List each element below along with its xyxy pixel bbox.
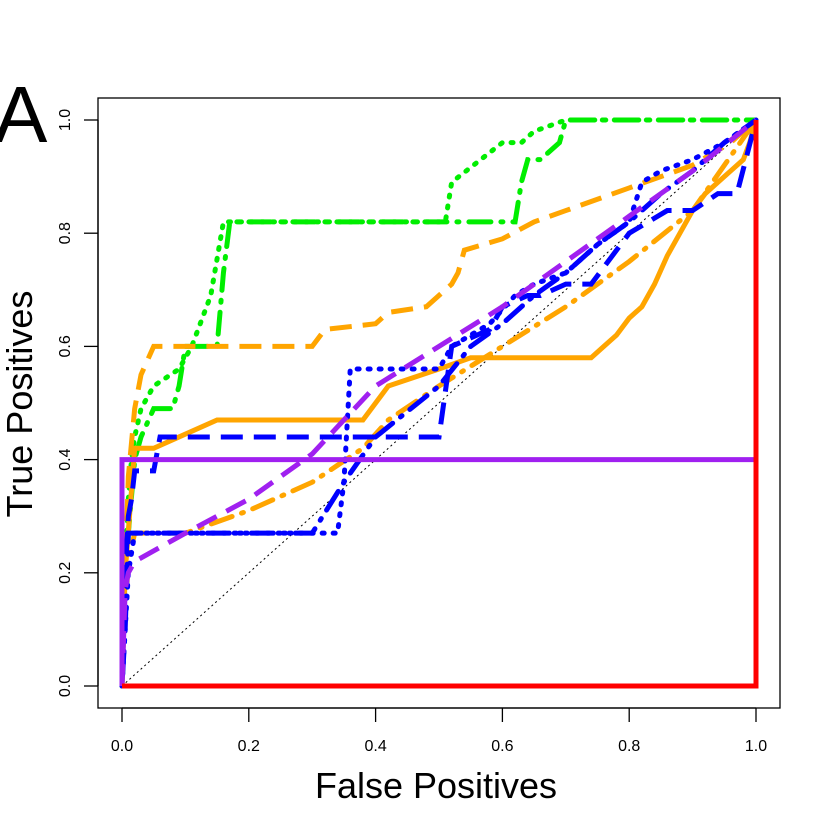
x-tick-label: 1.0 (745, 738, 767, 755)
series-line-7 (119, 117, 759, 689)
y-tick-label: 0.2 (57, 562, 74, 584)
y-tick-label: 0.6 (57, 335, 74, 357)
reference-diagonal-line (121, 119, 757, 687)
x-tick-label: 0.8 (618, 738, 640, 755)
series-line-11 (122, 120, 759, 689)
series-line-9 (119, 120, 759, 686)
series-line-10 (119, 118, 758, 687)
y-tick-label: 0.4 (57, 448, 74, 470)
y-tick-label: 1.0 (57, 109, 74, 131)
series-line-3 (119, 119, 759, 687)
x-tick-label: 0.2 (238, 738, 260, 755)
y-axis-title: True Positives (0, 291, 40, 518)
y-tick-label: 0.0 (57, 675, 74, 697)
y-axis: 0.0 0.2 0.4 0.6 0.8 1.0 (57, 109, 99, 697)
x-axis-title: False Positives (315, 765, 557, 806)
x-axis: 0.0 0.2 0.4 0.6 0.8 1.0 (111, 707, 767, 755)
plot-area (119, 117, 759, 689)
series-line-5 (119, 117, 759, 689)
y-tick-label: 0.8 (57, 222, 74, 244)
series-line-4 (119, 118, 758, 687)
x-tick-label: 0.4 (364, 738, 386, 755)
series-line-6 (119, 119, 759, 687)
series-line-8 (119, 117, 759, 689)
x-tick-label: 0.0 (111, 738, 133, 755)
x-tick-label: 0.6 (491, 738, 513, 755)
series-line-1 (119, 117, 759, 689)
series-line-2 (119, 117, 759, 689)
panel-label: A (0, 70, 48, 159)
